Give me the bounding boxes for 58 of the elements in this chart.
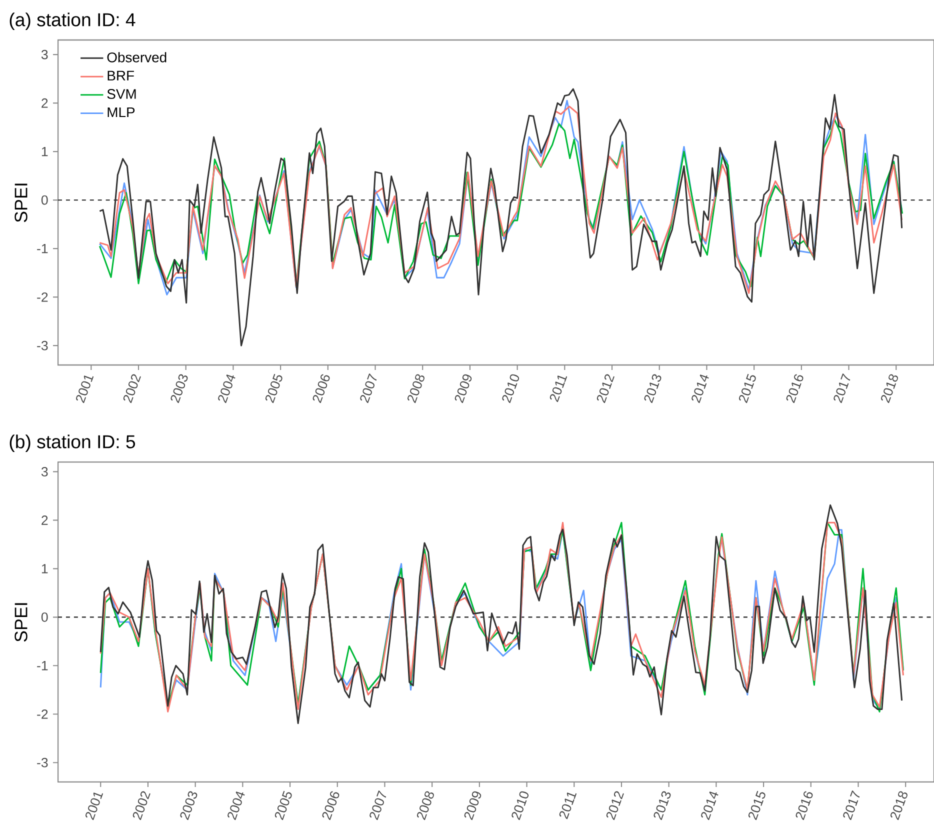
x-tick-label: 2009 <box>454 374 472 404</box>
y-axis-title: SPEI <box>14 184 28 222</box>
y-tick-label: -2 <box>37 292 48 302</box>
x-tick-label: 2009 <box>464 791 482 820</box>
x-tick-label: 2008 <box>408 374 424 404</box>
legend-label: MLP <box>108 107 135 118</box>
x-tick-label: 2005 <box>274 790 292 820</box>
y-tick-label: 2 <box>42 98 48 108</box>
chart-title: (b) station ID: 5 <box>10 434 136 452</box>
y-tick-label: -2 <box>37 709 48 719</box>
x-tick-label: 2003 <box>180 791 198 820</box>
y-tick-label: 1 <box>42 564 48 574</box>
x-tick-label: 2011 <box>559 792 577 820</box>
legend-label: SVM <box>107 89 136 99</box>
x-tick-label: 2011 <box>550 376 568 402</box>
x-tick-label: 2005 <box>265 374 282 404</box>
x-tick-label: 2017 <box>834 373 850 404</box>
x-tick-label: 2013 <box>644 374 662 404</box>
x-tick-label: 2018 <box>881 374 898 404</box>
y-tick-label: -3 <box>37 340 48 350</box>
x-tick-label: 2015 <box>748 790 766 820</box>
x-tick-label: 2015 <box>738 374 756 404</box>
x-tick-label: 2002 <box>132 791 150 820</box>
x-tick-label: 2017 <box>843 790 860 820</box>
x-tick-label: 2012 <box>606 791 624 820</box>
x-tick-label: 2002 <box>123 374 141 404</box>
y-tick-label: 2 <box>42 516 48 525</box>
x-tick-label: 2013 <box>654 791 671 820</box>
y-tick-label: -1 <box>37 244 48 254</box>
legend-label: BRF <box>108 70 134 80</box>
x-tick-label: 2012 <box>596 374 614 404</box>
x-tick-label: 2016 <box>796 791 813 820</box>
y-tick-label: 3 <box>41 50 48 60</box>
x-tick-label: 2007 <box>370 790 386 820</box>
y-tick-label: 0 <box>41 612 48 622</box>
y-tick-label: 1 <box>42 146 48 156</box>
y-tick-label: -3 <box>37 758 48 768</box>
x-tick-label: 2008 <box>416 791 434 820</box>
legend-label: Observed <box>107 52 166 62</box>
y-tick-label: -1 <box>37 661 48 670</box>
x-tick-label: 2001 <box>86 792 104 820</box>
x-tick-label: 2001 <box>76 376 94 404</box>
chart-title: (a) station ID: 4 <box>10 12 136 30</box>
x-tick-label: 2006 <box>312 374 330 404</box>
y-tick-label: 0 <box>41 195 48 205</box>
x-tick-label: 2004 <box>228 791 245 820</box>
x-tick-label: 2016 <box>786 374 804 404</box>
x-tick-label: 2010 <box>502 374 520 404</box>
x-tick-label: 2003 <box>170 374 188 404</box>
x-tick-label: 2007 <box>360 373 377 404</box>
y-axis-title: SPEI <box>14 603 28 642</box>
x-tick-label: 2014 <box>692 374 709 404</box>
x-tick-label: 2004 <box>218 374 236 404</box>
y-tick-label: 3 <box>41 467 48 476</box>
x-tick-label: 2006 <box>322 791 340 820</box>
x-tick-label: 2010 <box>512 791 529 820</box>
x-tick-label: 2018 <box>890 791 908 820</box>
x-tick-label: 2014 <box>701 791 718 820</box>
